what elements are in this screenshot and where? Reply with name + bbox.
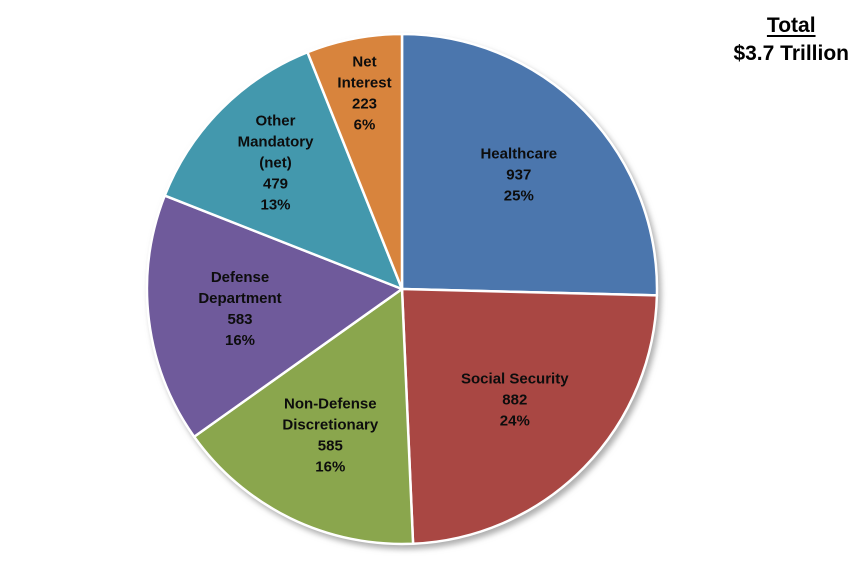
pie-slice-healthcare [400,32,659,297]
pie-slice-label-other-mandatory-net-line-1: Mandatory [238,134,315,151]
pie-slice-label-defense-department-line-0: Defense [211,269,269,286]
pie-slice-label-non-defense-discretionary-line-1: Discretionary [282,417,379,434]
pie-slice-label-other-mandatory-net-line-4: 13% [260,197,290,214]
pie-slice-label-defense-department-line-1: Department [198,290,281,307]
pie-labels-group: Healthcare 937 25% Social Security 882 24% Non… [198,54,569,476]
pie-slice-label-other-mandatory-net-line-3: 479 [263,176,288,193]
pie-slice-label-other-mandatory-net-line-2: (net) [259,155,292,172]
pie-slice-label-healthcare-line-2: 25% [504,188,534,205]
pie-slice-label-net-interest-line-3: 6% [354,117,376,134]
pie-slice-label-non-defense-discretionary-line-0: Non-Defense [284,396,377,413]
pie-slice-label-healthcare-line-0: Healthcare [480,146,557,163]
pie-slice-label-non-defense-discretionary-line-3: 16% [315,459,345,476]
pie-slice-net-interest [306,32,404,291]
pie-slice-defense-department [145,194,404,438]
pie-slice-label-other-mandatory-net-line-0: Other [255,113,295,130]
pie-slice-label-defense-department-line-3: 16% [225,332,255,349]
pie-slice-label-net-interest-line-0: Net [352,54,376,71]
pie-slice-label-net-interest-line-1: Interest [337,75,391,92]
pie-slices-group [145,32,659,546]
total-label: Total [766,14,816,37]
pie-slice-label-social-security-line-2: 24% [500,412,530,429]
pie-slice-other-mandatory-net [163,50,404,291]
total-annotation: Total $3.7 Trillion [733,12,849,69]
pie-slice-non-defense-discretionary [192,287,415,546]
pie-slice-label-social-security-line-1: 882 [502,391,527,408]
pie-slice-label-net-interest-line-2: 223 [352,96,377,113]
total-value: $3.7 Trillion [733,42,849,66]
pie-slice-label-healthcare-line-1: 937 [506,167,531,184]
pie-slice-label-social-security-line-0: Social Security [461,370,569,387]
pie-slice-social-security [400,287,659,546]
pie-slice-label-defense-department-line-2: 583 [227,311,252,328]
pie-slice-label-non-defense-discretionary-line-2: 585 [318,438,343,455]
